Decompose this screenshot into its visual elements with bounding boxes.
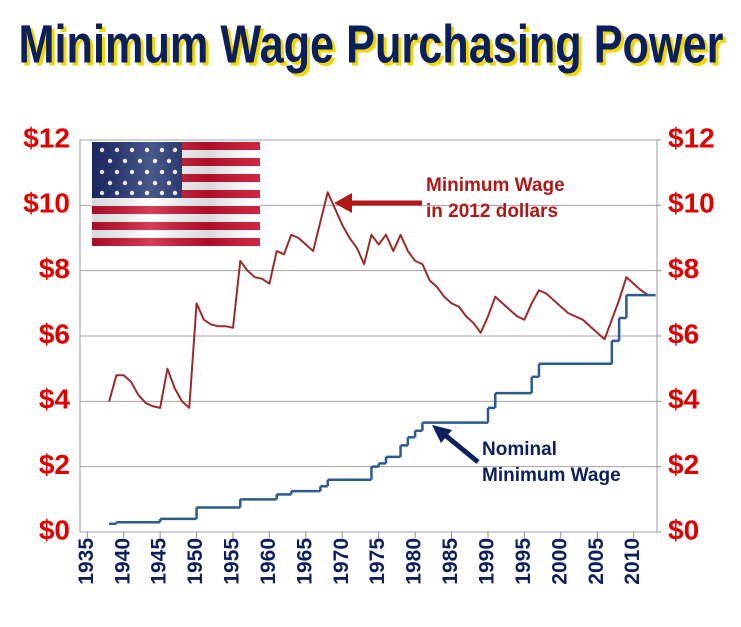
y2-tick-label: $0	[668, 514, 699, 545]
x-tick-label: 2005	[585, 538, 608, 585]
x-tick-label: 1975	[366, 538, 389, 585]
flag	[92, 142, 260, 246]
series-label: Minimum Wage in 2012 dollars	[426, 175, 565, 222]
arrow-head	[432, 425, 452, 443]
marks	[108, 191, 656, 526]
y-tick-label: $4	[39, 384, 71, 415]
arrow-shaft	[443, 433, 480, 464]
flag-shading	[92, 142, 260, 246]
x-tick-label: 1945	[148, 538, 171, 585]
y-tick-label: $8	[39, 253, 70, 284]
arrow-real	[334, 193, 422, 213]
arrow-head	[334, 193, 352, 213]
y2-tick-label: $6	[668, 318, 699, 349]
y-tick-label: $0	[39, 514, 70, 545]
y-tick-label: $12	[23, 122, 70, 153]
y2-tick-label: $10	[668, 188, 715, 219]
x-tick-label: 1955	[221, 538, 244, 585]
y-tick-label: $6	[39, 318, 70, 349]
x-tick-label: 2010	[621, 538, 644, 585]
y-tick-label: $10	[23, 188, 70, 219]
x-tick-label: 1985	[439, 538, 462, 585]
y2-tick-label: $12	[668, 122, 715, 153]
x-tick-label: 1990	[476, 538, 499, 585]
y2-tick-label: $4	[668, 384, 700, 415]
x-tick-label: 1980	[403, 538, 426, 585]
line-series	[108, 191, 656, 409]
x-tick-label: 1935	[75, 538, 98, 585]
y-tick-label: $2	[39, 449, 70, 480]
title-shadow: Minimum Wage Purchasing Power	[22, 17, 727, 77]
x-tick-label: 1960	[257, 538, 280, 585]
y2-tick-label: $8	[668, 253, 699, 284]
chart-title: Minimum Wage Purchasing Power	[19, 14, 724, 74]
x-tick-label: 1940	[111, 538, 134, 585]
y2-tick-label: $2	[668, 449, 699, 480]
x-tick-label: 1995	[512, 538, 535, 585]
x-tick-label: 1970	[330, 538, 353, 585]
x-tick-label: 1965	[293, 538, 316, 585]
series-label: Nominal Minimum Wage	[482, 439, 621, 486]
x-tick-label: 2000	[548, 538, 571, 585]
x-tick-label: 1950	[184, 538, 207, 585]
arrow-nominal	[432, 425, 480, 464]
